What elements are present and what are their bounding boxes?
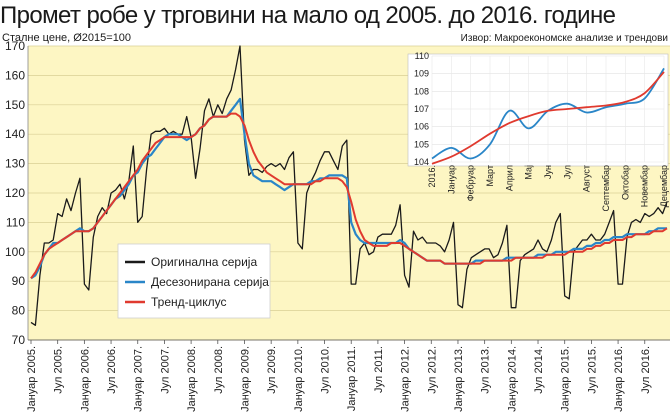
inset-x-tick-label: Јун bbox=[543, 165, 553, 179]
main-x-tick-label: Јануар 2013. bbox=[453, 346, 465, 412]
main-x-ticks: Јануар 2005. Јул 2005. Јануар 2006. Јул 200… bbox=[26, 340, 652, 412]
inset-x-tick-label: Новембар bbox=[640, 165, 650, 207]
main-x-tick-label: Јул 2014. bbox=[533, 346, 545, 394]
main-y-tick-label: 170 bbox=[5, 39, 25, 53]
main-y-tick-label: 130 bbox=[5, 157, 25, 171]
main-x-tick-label: Јануар 2012. bbox=[400, 346, 412, 412]
inset-x-tick-label: 2016. bbox=[427, 165, 437, 188]
main-series bbox=[30, 45, 668, 326]
legend-label: Десезонирана серија bbox=[151, 275, 269, 289]
main-y-tick-label: 160 bbox=[5, 68, 25, 82]
main-x-tick-label: Јул 2009. bbox=[266, 346, 278, 394]
series-line-3 bbox=[30, 112, 668, 279]
inset-y-tick-label: 106 bbox=[414, 122, 429, 132]
legend-label: Тренд-циклус bbox=[151, 295, 226, 309]
inset-series-line-2 bbox=[431, 71, 665, 165]
main-y-tick-label: 110 bbox=[6, 215, 25, 229]
main-y-tick-label: 100 bbox=[5, 245, 25, 259]
inset-series bbox=[431, 67, 665, 165]
inset-x-tick-label: Јануар bbox=[446, 165, 456, 194]
chart-subtitle: Сталне цене, Ø2015=100 bbox=[2, 32, 132, 44]
main-x-tick-label: Јул 2008. bbox=[213, 346, 225, 394]
inset-y-tick-label: 110 bbox=[415, 51, 429, 61]
series-line-2 bbox=[30, 97, 667, 280]
inset-y-tick-label: 105 bbox=[414, 139, 429, 149]
main-x-tick-label: Јул 2012. bbox=[426, 346, 438, 394]
inset-y-tick-label: 109 bbox=[414, 69, 429, 79]
inset-y-tick-label: 104 bbox=[414, 157, 429, 167]
main-y-tick-label: 70 bbox=[12, 333, 26, 347]
inset-chart: 104 105 106 107 108 109 110 2016. Јануар Фебруар… bbox=[407, 51, 669, 211]
inset-y-tick-label: 107 bbox=[414, 104, 429, 114]
inset-x-tick-label: Фебруар bbox=[466, 165, 476, 201]
main-x-tick-label: Јануар 2008. bbox=[186, 346, 198, 412]
source-note: Извор: Макроекономске анализе и трендови bbox=[460, 33, 668, 44]
main-x-tick-label: Јануар 2011. bbox=[346, 346, 358, 411]
main-x-tick-label: Јануар 2009. bbox=[239, 346, 251, 412]
main-y-tick-label: 120 bbox=[5, 186, 25, 200]
inset-x-tick-label: Мај bbox=[524, 165, 534, 180]
main-x-tick-label: Јануар 2006. bbox=[79, 346, 91, 412]
series-line-1 bbox=[30, 45, 668, 326]
main-x-tick-label: Јануар 2015. bbox=[560, 346, 572, 412]
main-x-tick-label: Јануар 2014. bbox=[506, 346, 518, 412]
main-y-ticks: 70 80 90 100 110 120 130 140 150 160 170 bbox=[5, 39, 25, 347]
main-y-tick-label: 90 bbox=[12, 274, 26, 288]
main-x-tick-label: Јул 2006. bbox=[106, 346, 118, 394]
inset-x-tick-label: Април bbox=[504, 165, 514, 191]
main-y-tick-label: 80 bbox=[12, 304, 26, 318]
main-x-tick-label: Јануар 2007. bbox=[133, 346, 145, 412]
page-title: Промет робе у трговини на мало од 2005. … bbox=[0, 2, 616, 29]
inset-x-tick-label: Децембар bbox=[659, 165, 669, 207]
legend: Оригинална серија Десезонирана серија Трен… bbox=[117, 243, 271, 319]
main-x-tick-label: Јул 2016. bbox=[640, 346, 652, 394]
main-x-tick-label: Јул 2007. bbox=[159, 346, 171, 394]
inset-x-tick-label: Октобар bbox=[620, 165, 630, 200]
main-y-tick-label: 150 bbox=[5, 98, 25, 112]
inset-x-tick-label: Септембар bbox=[601, 165, 611, 211]
main-x-tick-label: Јануар 2016. bbox=[613, 346, 625, 412]
inset-y-tick-label: 108 bbox=[414, 86, 429, 96]
inset-x-ticks: 2016. Јануар Фебруар Март Април Мај Јун Јул Авгу… bbox=[427, 56, 669, 211]
main-y-tick-label: 140 bbox=[5, 127, 25, 141]
main-x-tick-label: Јул 2013. bbox=[480, 346, 492, 394]
main-x-tick-label: Јул 2011. bbox=[373, 346, 385, 393]
main-x-tick-label: Јул 2010. bbox=[320, 346, 332, 394]
inset-y-ticks: 104 105 106 107 108 109 110 bbox=[414, 51, 429, 167]
main-x-tick-label: Јул 2015. bbox=[586, 346, 598, 394]
main-x-tick-label: Јануар 2005. bbox=[26, 346, 38, 412]
legend-label: Оригинална серија bbox=[151, 255, 257, 269]
inset-x-tick-label: Август bbox=[582, 165, 592, 192]
inset-x-tick-label: Јул bbox=[562, 165, 572, 179]
main-x-tick-label: Јул 2005. bbox=[53, 346, 65, 394]
main-x-tick-label: Јануар 2010. bbox=[293, 346, 305, 412]
inset-x-tick-label: Март bbox=[485, 165, 495, 187]
